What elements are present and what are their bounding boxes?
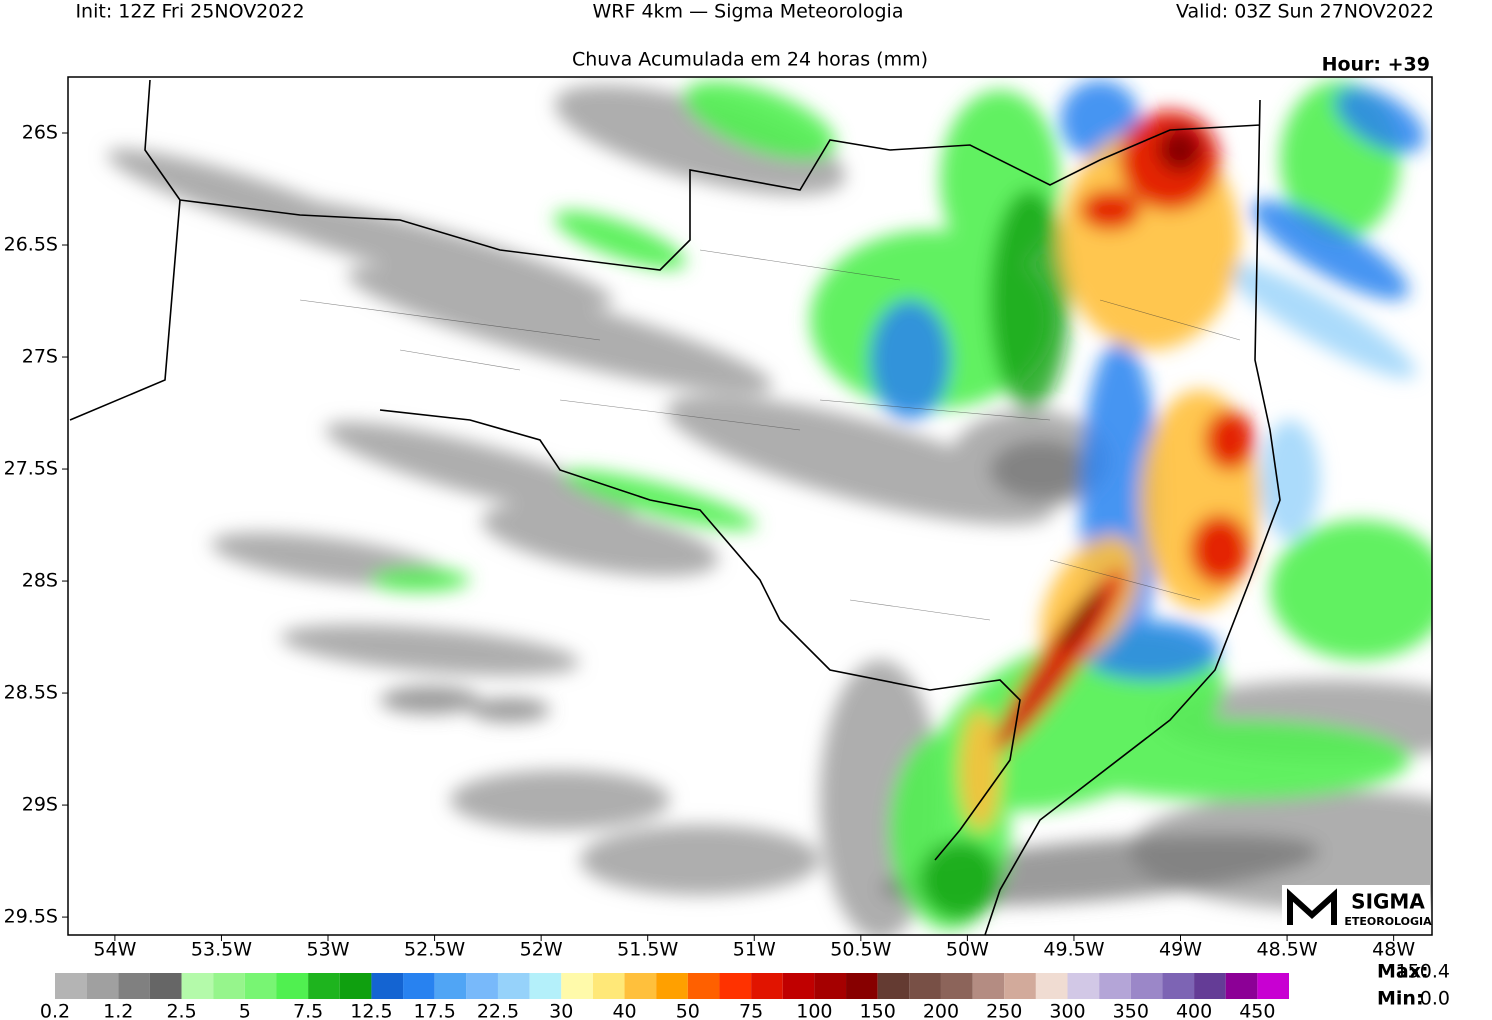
colorbar-box — [751, 973, 783, 999]
colorbar-box — [1130, 973, 1163, 999]
colorbar-box — [403, 973, 435, 999]
colorbar-box — [529, 973, 562, 999]
colorbar-label: 0.2 — [40, 1001, 70, 1020]
lon-tick-label: 51.5W — [617, 939, 678, 961]
colorbar-label: 350 — [1113, 1001, 1149, 1020]
colorbar-label: 2.5 — [166, 1001, 196, 1020]
logo: SIGMA ETEOROLOGIA — [1282, 885, 1432, 933]
colorbar-label: 200 — [923, 1001, 959, 1020]
colorbar-label: 22.5 — [477, 1001, 519, 1020]
max-label: Max: — [1377, 961, 1429, 983]
colorbar-box — [244, 973, 277, 999]
colorbar-label: 250 — [986, 1001, 1022, 1020]
colorbar-label: 400 — [1176, 1001, 1212, 1020]
colorbar-box — [592, 973, 625, 999]
colorbar-label: 50 — [676, 1001, 700, 1020]
colorbar-box — [909, 973, 941, 999]
colorbar-label: 450 — [1239, 1001, 1275, 1020]
lat-tick-label: 28.5S — [4, 682, 58, 704]
init-text: Init: 12Z Fri 25NOV2022 — [75, 1, 304, 23]
colorbar-box — [181, 973, 214, 999]
colorbar-box — [55, 973, 87, 999]
colorbar-box — [339, 973, 372, 999]
colorbar-box — [1162, 973, 1195, 999]
lon-tick-label: 49.5W — [1043, 939, 1104, 961]
colorbar-label: 1.2 — [103, 1001, 133, 1020]
min-label: Min: — [1377, 988, 1424, 1010]
colorbar-box — [846, 973, 878, 999]
lat-tick-label: 29.5S — [4, 906, 58, 928]
colorbar-box — [814, 973, 847, 999]
lon-tick-label: 53.5W — [191, 939, 252, 961]
colorbar-label: 5 — [239, 1001, 251, 1020]
colorbar-box — [972, 973, 1005, 999]
colorbar-box — [624, 973, 657, 999]
colorbar-label: 300 — [1049, 1001, 1085, 1020]
colorbar-label: 150 — [860, 1001, 896, 1020]
lon-tick-label: 53W — [307, 939, 350, 961]
lat-tick-label: 29S — [22, 794, 58, 816]
precip-field — [69, 79, 1432, 935]
lat-tick-label: 26.5S — [4, 234, 58, 256]
lon-tick-label: 48W — [1372, 939, 1415, 961]
lon-tick-label: 48.5W — [1257, 939, 1318, 961]
colorbar-label: 17.5 — [414, 1001, 456, 1020]
min-value: 0.0 — [1420, 988, 1450, 1010]
colorbar-box — [1225, 973, 1258, 999]
colorbar-box — [276, 973, 309, 999]
logo-name: SIGMA — [1351, 890, 1425, 914]
colorbar-box — [656, 973, 688, 999]
lon-tick-label: 54W — [93, 939, 136, 961]
colorbar-box — [1004, 973, 1036, 999]
colorbar-box — [1035, 973, 1068, 999]
model-text: WRF 4km — Sigma Meteorologia — [593, 1, 904, 23]
lon-tick-label: 50W — [946, 939, 989, 961]
colorbar-label: 30 — [549, 1001, 573, 1020]
colorbar-box — [1194, 973, 1226, 999]
colorbar-box — [687, 973, 720, 999]
hour-text: Hour: +39 — [1322, 54, 1430, 76]
colorbar-box — [466, 973, 498, 999]
lat-tick-label: 26S — [22, 122, 58, 144]
colorbar-box — [86, 973, 119, 999]
colorbar-label: 100 — [796, 1001, 832, 1020]
logo-mark — [1287, 888, 1337, 925]
lat-tick-label: 27S — [22, 346, 58, 368]
colorbar-box — [118, 973, 150, 999]
lat-tick-label: 28S — [22, 570, 58, 592]
colorbar-box — [782, 973, 815, 999]
lat-tick-label: 27.5S — [4, 458, 58, 480]
colorbar-box — [308, 973, 340, 999]
colorbar-box — [149, 973, 182, 999]
colorbar-box — [371, 973, 404, 999]
lon-tick-label: 52.5W — [404, 939, 465, 961]
lon-tick-label: 49W — [1159, 939, 1202, 961]
lon-tick-label: 50.5W — [830, 939, 891, 961]
valid-text: Valid: 03Z Sun 27NOV2022 — [1176, 1, 1434, 23]
colorbar-box — [719, 973, 752, 999]
colorbar-box — [1099, 973, 1131, 999]
logo-sub: ETEOROLOGIA — [1344, 915, 1432, 928]
max-value: 150.4 — [1396, 961, 1450, 983]
colorbar-box — [1067, 973, 1100, 999]
map-title: Chuva Acumulada em 24 horas (mm) — [572, 49, 928, 71]
colorbar-box — [877, 973, 910, 999]
colorbar-box — [497, 973, 530, 999]
lon-tick-label: 52W — [520, 939, 563, 961]
colorbar-box — [940, 973, 973, 999]
colorbar-box — [213, 973, 245, 999]
colorbar-label: 7.5 — [293, 1001, 323, 1020]
colorbar-box — [434, 973, 467, 999]
map-frame — [67, 76, 1433, 936]
lon-tick-label: 51W — [733, 939, 776, 961]
colorbar-label: 12.5 — [350, 1001, 392, 1020]
colorbar-label: 40 — [612, 1001, 636, 1020]
colorbar-box — [1257, 973, 1289, 999]
colorbar-label: 75 — [739, 1001, 763, 1020]
colorbar-box — [561, 973, 593, 999]
